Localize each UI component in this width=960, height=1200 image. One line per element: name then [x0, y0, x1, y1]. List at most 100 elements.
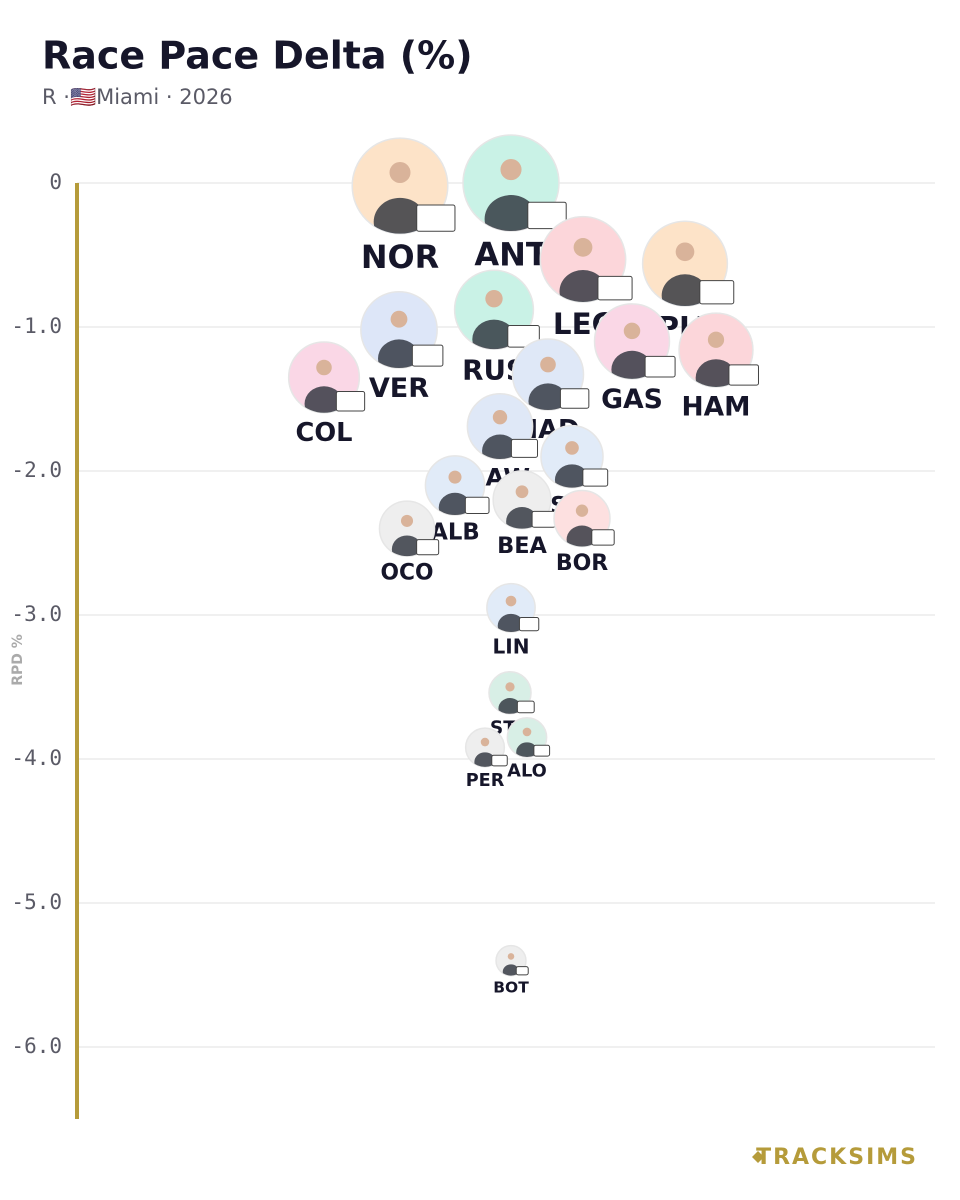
driver-label: BEA — [497, 533, 547, 559]
flag — [591, 529, 615, 546]
flag — [515, 966, 529, 976]
driver-label: ANT — [474, 236, 548, 274]
driver-body — [474, 752, 496, 767]
driver-label: GAS — [601, 384, 663, 415]
flag — [533, 744, 551, 757]
driver: NOR — [351, 137, 456, 276]
driver-body — [484, 195, 538, 231]
flag — [699, 280, 735, 305]
driver-head — [540, 356, 556, 373]
brand: TRACKSIMS — [756, 1145, 918, 1170]
marks: NORANTLECPIARUSVERGASHAMCOLHADLAWSAIALBB… — [287, 134, 759, 996]
driver: VER — [360, 290, 444, 404]
driver-figure — [482, 410, 518, 459]
y-tick-label: -2.0 — [11, 458, 62, 482]
driver: OCO — [378, 500, 440, 586]
driver-figure — [554, 441, 590, 488]
driver-label: NOR — [361, 238, 439, 276]
y-tick-label: 0 — [49, 170, 62, 194]
driver-figure — [695, 331, 737, 387]
flag — [531, 510, 556, 528]
driver-head — [573, 237, 593, 257]
driver-head — [316, 359, 332, 376]
y-tick-label: -5.0 — [11, 890, 62, 914]
driver-figure — [506, 485, 538, 529]
y-tick-label: -3.0 — [11, 602, 62, 626]
driver-label: VER — [369, 373, 429, 404]
driver: BEA — [492, 470, 556, 559]
driver-head — [448, 470, 462, 484]
driver-head — [565, 441, 579, 455]
driver-head — [480, 737, 490, 747]
flag — [516, 700, 535, 714]
driver-figure — [502, 953, 520, 976]
driver-label: LIN — [492, 634, 529, 658]
driver: ANT — [462, 134, 567, 274]
flag — [582, 468, 609, 487]
driver-head — [492, 410, 508, 425]
driver-head — [400, 514, 414, 527]
driver-body — [502, 964, 520, 976]
flag — [527, 201, 567, 230]
flag — [411, 344, 444, 367]
driver: PER — [464, 727, 508, 791]
driver-label: ALO — [507, 760, 547, 781]
driver-label: COL — [296, 418, 353, 448]
flag — [510, 438, 539, 458]
flag — [728, 364, 759, 386]
driver-label: HAM — [682, 392, 751, 423]
driver-head — [390, 310, 408, 328]
y-tick-label: -4.0 — [11, 746, 62, 770]
driver-head — [675, 242, 695, 262]
flag — [518, 616, 540, 632]
driver: HAM — [678, 312, 759, 423]
chart-title: Race Pace Delta (%) — [42, 34, 473, 78]
driver: GAS — [593, 303, 676, 415]
driver-body — [506, 507, 538, 529]
driver-head — [515, 485, 529, 499]
driver-head — [507, 953, 515, 960]
driver: LIN — [486, 582, 540, 658]
driver-label: PER — [466, 771, 505, 791]
brand-icon — [752, 1151, 764, 1163]
driver-head — [522, 727, 532, 737]
driver-body — [498, 698, 522, 714]
driver-head — [485, 290, 503, 308]
driver-figure — [484, 159, 538, 231]
driver-figure — [498, 682, 522, 714]
chart-subtitle: R ·🇺🇸Miami · 2026 — [42, 85, 233, 109]
driver-body — [482, 434, 518, 459]
flag — [416, 539, 440, 556]
flag — [507, 324, 540, 348]
driver-head — [575, 504, 589, 517]
flag — [559, 388, 590, 409]
flag — [335, 391, 366, 412]
driver-body — [554, 464, 590, 488]
driver-head — [505, 595, 517, 607]
driver-label: BOR — [556, 551, 608, 576]
driver-figure — [391, 514, 423, 557]
driver-body — [695, 359, 737, 387]
driver: ALB — [424, 455, 490, 546]
driver-body — [497, 613, 525, 632]
driver-label: BOT — [493, 978, 529, 996]
flag — [416, 204, 456, 232]
driver-label: OCO — [381, 561, 434, 586]
grid: 0 -1.0 -2.0 -3.0 -4.0 -5.0 -6.0 — [11, 170, 935, 1119]
driver: BOT — [493, 944, 529, 996]
flag — [464, 496, 490, 515]
flag — [491, 754, 508, 767]
driver-head — [707, 331, 725, 348]
flag — [644, 355, 676, 378]
driver-figure — [438, 470, 472, 515]
driver-head — [389, 161, 411, 184]
driver-body — [438, 492, 472, 515]
y-tick-label: -1.0 — [11, 314, 62, 338]
driver: COL — [287, 341, 366, 448]
driver: ALO — [506, 716, 551, 781]
driver-body — [391, 535, 423, 557]
y-axis-label: RPD % — [10, 634, 26, 686]
driver-head — [505, 682, 515, 692]
y-tick-label: -6.0 — [11, 1034, 62, 1058]
